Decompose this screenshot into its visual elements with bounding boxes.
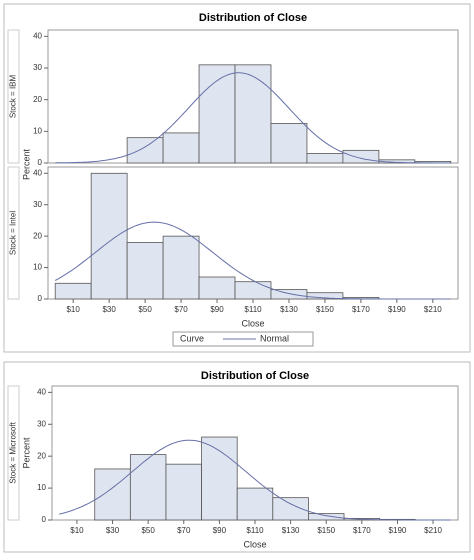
bar <box>54 282 92 300</box>
x-axis-label: Close <box>243 539 266 549</box>
x-tick-label: $170 <box>353 526 371 535</box>
panel-label: Stock = IBM <box>9 74 18 118</box>
normal-curve <box>58 439 451 521</box>
y-tick-label: 10 <box>33 126 42 135</box>
x-tick-label: $110 <box>246 526 264 535</box>
x-tick-label: $30 <box>102 305 116 314</box>
bar <box>90 172 128 300</box>
x-tick-label: $110 <box>244 305 262 314</box>
x-tick-label: $190 <box>388 305 406 314</box>
x-tick-label: $210 <box>424 526 442 535</box>
bar <box>306 153 344 164</box>
chart-title: Distribution of Close <box>199 12 307 24</box>
y-tick-label: 20 <box>33 95 42 104</box>
x-tick-label: $70 <box>177 526 191 535</box>
x-tick-label: $50 <box>138 305 152 314</box>
normal-curve <box>54 221 451 300</box>
y-tick-label: 30 <box>37 419 46 428</box>
figure-border <box>3 361 471 553</box>
panel-strip <box>7 166 20 300</box>
x-tick-label: $170 <box>352 305 370 314</box>
x-tick-label: $130 <box>282 526 300 535</box>
x-tick-label: $150 <box>316 305 334 314</box>
bar <box>162 132 200 164</box>
x-tick-label: $10 <box>70 526 84 535</box>
panel-label: Stock = Intel <box>9 211 18 255</box>
bar <box>270 289 308 300</box>
y-tick-label: 40 <box>37 387 46 396</box>
y-tick-label: 10 <box>33 263 42 272</box>
chart-title: Distribution of Close <box>201 370 309 382</box>
y-tick-label: 0 <box>42 515 47 524</box>
y-axis-label: Percent <box>21 148 31 180</box>
panel-label: Stock = Microsoft <box>9 421 18 483</box>
x-tick-label: $210 <box>424 305 442 314</box>
legend-title: Curve <box>180 333 204 343</box>
x-tick-label: $90 <box>213 526 227 535</box>
bar <box>94 468 131 521</box>
y-tick-label: 10 <box>37 483 46 492</box>
bar <box>126 242 164 300</box>
x-tick-label: $190 <box>389 526 407 535</box>
normal-curve <box>55 72 451 164</box>
bar <box>126 137 164 164</box>
y-tick-label: 30 <box>33 63 42 72</box>
x-tick-label: $150 <box>317 526 335 535</box>
x-tick-label: $10 <box>66 305 80 314</box>
y-tick-label: 20 <box>37 451 46 460</box>
bar <box>236 487 274 521</box>
x-axis-label: Close <box>241 318 264 328</box>
legend-label: Normal <box>260 333 289 343</box>
x-tick-label: $90 <box>210 305 224 314</box>
panel-strip <box>7 29 20 164</box>
y-tick-label: 20 <box>33 231 42 240</box>
y-tick-label: 40 <box>33 168 42 177</box>
bar <box>234 64 272 164</box>
y-tick-label: 30 <box>33 200 42 209</box>
figure-border <box>3 3 471 353</box>
y-axis-label: Percent <box>21 437 31 469</box>
x-tick-label: $50 <box>141 526 155 535</box>
x-tick-label: $70 <box>174 305 188 314</box>
x-tick-label: $30 <box>106 526 120 535</box>
bar <box>129 454 167 521</box>
bar <box>198 276 236 300</box>
y-tick-label: 0 <box>38 294 43 303</box>
bar <box>308 513 345 521</box>
bar <box>342 149 380 164</box>
bar <box>198 64 236 164</box>
bar <box>162 235 200 300</box>
bar <box>165 463 202 521</box>
bar <box>234 281 272 300</box>
bar <box>270 123 308 164</box>
y-tick-label: 40 <box>33 31 42 40</box>
x-tick-label: $130 <box>280 305 298 314</box>
panel-strip <box>7 385 20 521</box>
y-tick-label: 0 <box>38 158 43 167</box>
bar <box>201 436 238 521</box>
